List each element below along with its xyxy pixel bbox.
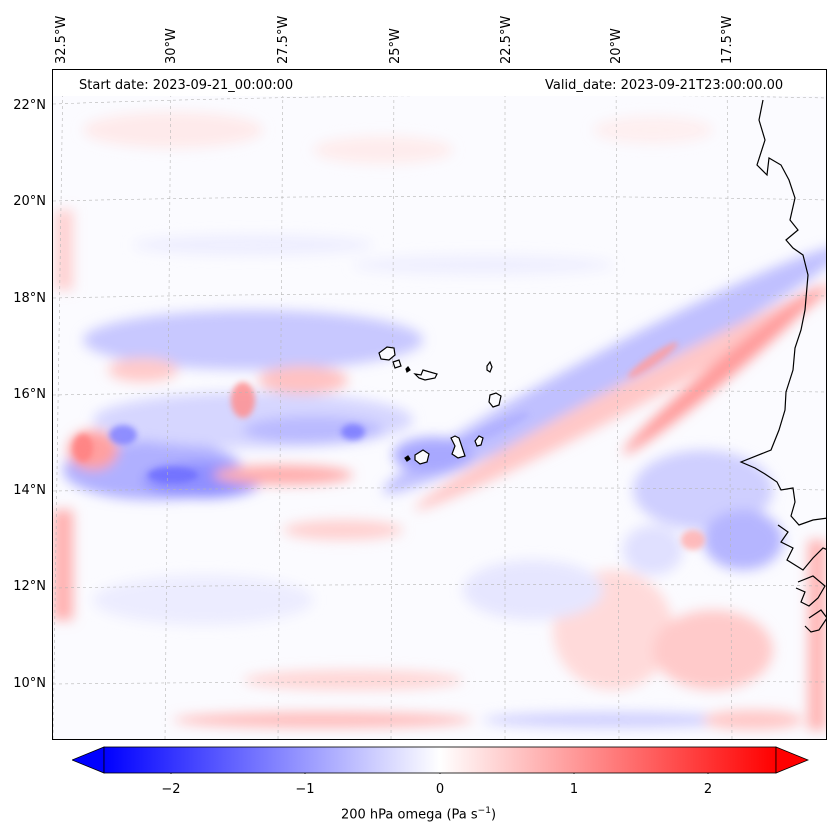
colorbar-tick-neg1: −1 (295, 782, 315, 797)
lon-label-17-5w: 17.5°W (720, 15, 735, 64)
lon-label-22-5w: 22.5°W (499, 15, 514, 64)
lat-label-22n: 22°N (13, 98, 46, 113)
lat-label-10n: 10°N (13, 676, 46, 691)
lat-label-14n: 14°N (13, 483, 46, 498)
date-bar-background (53, 70, 826, 96)
colorbar-extend-max (775, 746, 809, 774)
lon-label-27-5w: 27.5°W (276, 15, 291, 64)
lat-label-16n: 16°N (13, 387, 46, 402)
lat-label-20n: 20°N (13, 194, 46, 209)
lat-label-12n: 12°N (13, 579, 46, 594)
lon-label-30w: 30°W (164, 28, 179, 64)
map-panel (52, 69, 827, 740)
colorbar-ticks (170, 773, 709, 774)
omega-field (53, 112, 826, 730)
valid-date-text: Valid_date: 2023-09-21T23:00:00.00 (545, 78, 784, 93)
lon-label-32-5w: 32.5°W (54, 15, 69, 64)
colorbar (72, 746, 809, 774)
colorbar-label: 200 hPa omega (Pa s−1) (0, 806, 837, 822)
lon-label-25w: 25°W (388, 28, 403, 64)
colorbar-label-text: 200 hPa omega (Pa s (340, 807, 478, 823)
omega-field-map (53, 70, 826, 739)
colorbar-tick-neg2: −2 (161, 782, 181, 797)
colorbar-extend-min (72, 746, 105, 774)
colorbar-tick-2: 2 (703, 782, 713, 797)
colorbar-label-end: ) (490, 807, 497, 823)
cape-verde-islands (378, 346, 502, 465)
colorbar-gradient (103, 746, 777, 774)
colorbar-tick-1: 1 (569, 782, 579, 797)
omega-field-detail (73, 342, 705, 550)
colorbar-tick-0: 0 (435, 782, 445, 797)
lat-label-18n: 18°N (13, 291, 46, 306)
start-date-text: Start date: 2023-09-21_00:00:00 (79, 78, 294, 93)
coastline (739, 99, 826, 633)
colorbar-label-exponent: −1 (477, 806, 491, 816)
lon-label-20w: 20°W (609, 28, 624, 64)
graticule (53, 70, 826, 739)
